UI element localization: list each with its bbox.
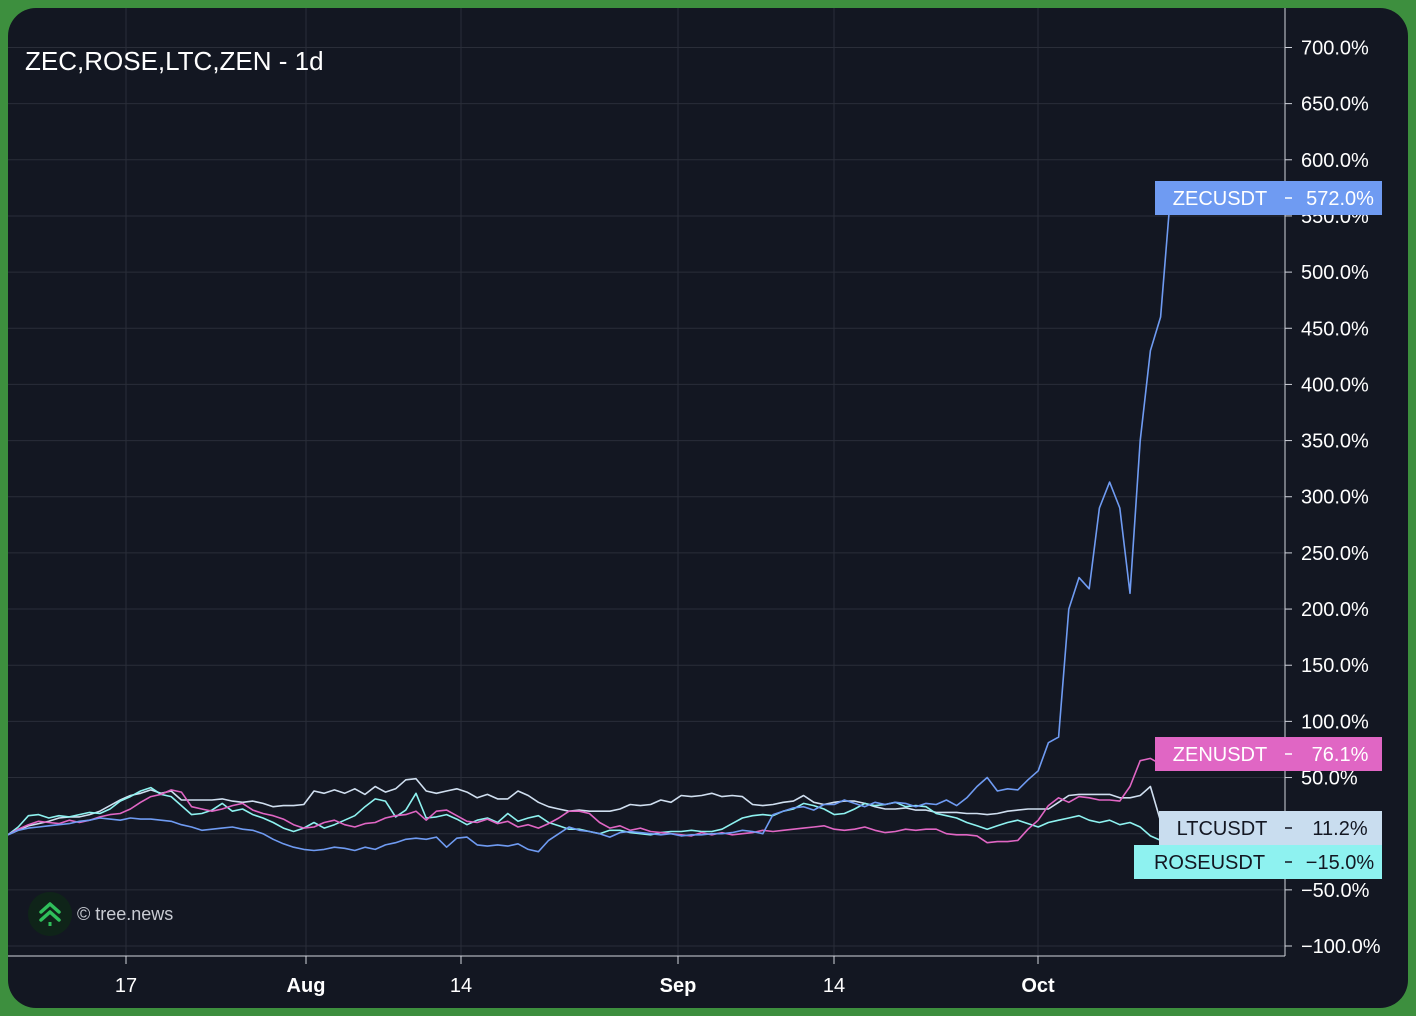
y-tick-label: 100.0%: [1301, 711, 1369, 733]
series-line-zecusdt[interactable]: [8, 191, 1172, 853]
price-label-layer: ZECUSDT 572.0% ZENUSDT 76.1% LTCUSDT 11.2% ROS…: [1134, 181, 1382, 879]
grid-layer: [8, 8, 1285, 956]
price-label-value-box: [1285, 737, 1382, 771]
price-label-value-box: [1285, 811, 1382, 845]
y-tick-label: 50.0%: [1301, 768, 1358, 790]
price-label-value: −15.0%: [1306, 852, 1375, 874]
price-label-value: 572.0%: [1306, 188, 1374, 210]
price-label-value-box: [1285, 181, 1382, 215]
price-label-value: 76.1%: [1312, 744, 1369, 766]
y-tick-label: 300.0%: [1301, 487, 1369, 509]
chart-title: ZEC,ROSE,LTC,ZEN - 1d: [25, 46, 324, 76]
y-tick-label: 150.0%: [1301, 655, 1369, 677]
price-label-name-box: [1134, 845, 1285, 879]
tree-logo-icon: [28, 892, 72, 936]
y-tick-label: 600.0%: [1301, 150, 1369, 172]
price-label-zenusdt: ZENUSDT 76.1%: [1155, 737, 1382, 771]
y-tick-label: 350.0%: [1301, 431, 1369, 453]
y-tick-label: 250.0%: [1301, 543, 1369, 565]
x-tick-label: 14: [823, 975, 845, 997]
price-label-ltcusdt: LTCUSDT 11.2%: [1159, 811, 1382, 845]
y-tick-label: 650.0%: [1301, 94, 1369, 116]
price-label-name: ZECUSDT: [1173, 188, 1267, 210]
price-label-zecusdt: ZECUSDT 572.0%: [1155, 181, 1382, 215]
price-label-value-box: [1285, 845, 1382, 879]
y-tick-label: 450.0%: [1301, 318, 1369, 340]
chart-frame: 17 Aug 14 Sep 14 Oct 700.0% 650.0% 600.0% 550.0% 5…: [8, 8, 1408, 1008]
price-label-name-box: [1155, 181, 1285, 215]
y-tick-label: 500.0%: [1301, 262, 1369, 284]
x-tick-label: Aug: [287, 975, 326, 997]
price-label-name-box: [1155, 737, 1285, 771]
series-layer: [8, 191, 1172, 853]
axis-layer: 17 Aug 14 Sep 14 Oct700.0%650.0%600.0%550.0%5…: [8, 8, 1381, 997]
x-tick-label: 17: [115, 975, 137, 997]
price-label-name: ZENUSDT: [1173, 744, 1267, 766]
watermark-text: © tree.news: [77, 903, 174, 924]
price-label-roseusdt: ROSEUSDT −15.0%: [1134, 845, 1382, 879]
series-line-zenusdt[interactable]: [8, 747, 1172, 844]
watermark: © tree.news: [28, 892, 173, 936]
series-line-ltcusdt[interactable]: [8, 777, 1171, 836]
y-tick-label: 200.0%: [1301, 599, 1369, 621]
price-label-name-box: [1159, 811, 1285, 845]
price-label-name: ROSEUSDT: [1154, 852, 1265, 874]
y-tick-label: −50.0%: [1301, 880, 1370, 902]
price-label-name: LTCUSDT: [1177, 818, 1268, 840]
y-tick-label: 700.0%: [1301, 37, 1369, 59]
x-tick-label: Oct: [1021, 975, 1055, 997]
x-tick-label: 14: [450, 975, 472, 997]
chart-svg[interactable]: 17 Aug 14 Sep 14 Oct700.0%650.0%600.0%550.0%5…: [8, 8, 1408, 1008]
y-tick-label: 400.0%: [1301, 374, 1369, 396]
x-tick-label: Sep: [660, 975, 697, 997]
y-tick-label: −100.0%: [1301, 936, 1381, 958]
price-label-value: 11.2%: [1312, 818, 1367, 840]
